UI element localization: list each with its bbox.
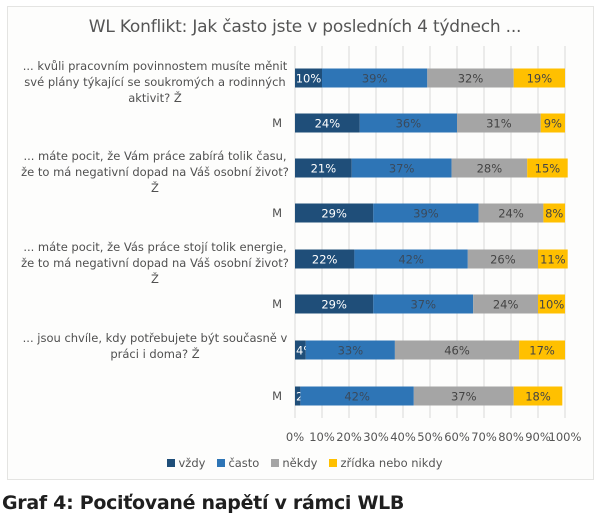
bar-segment <box>413 386 514 406</box>
data-label: 9% <box>544 117 562 131</box>
data-label: 32% <box>458 72 484 86</box>
bar-segment <box>351 158 452 178</box>
bar-segment <box>295 294 374 314</box>
category-label: M <box>272 389 282 403</box>
data-label: 17% <box>529 344 555 358</box>
category-label: ... kvůli pracovním povinnostem musíte m… <box>22 59 288 105</box>
bar-segment <box>295 113 360 133</box>
legend-label: někdy <box>282 456 318 470</box>
bar-segment <box>540 113 565 133</box>
legend-item: někdy <box>271 456 317 470</box>
legend: vždy často někdy zřídka nebo nikdy <box>0 456 610 470</box>
data-label: 24% <box>498 207 524 221</box>
x-tick-label: 30% <box>363 430 389 444</box>
category-label: M <box>272 116 282 130</box>
x-tick-label: 50% <box>417 430 443 444</box>
legend-item: zřídka nebo nikdy <box>329 456 443 470</box>
data-label: 26% <box>490 253 516 267</box>
legend-label: vždy <box>178 456 206 470</box>
data-label: 29% <box>321 298 347 312</box>
bar-segment <box>295 203 374 223</box>
bar-segment <box>354 249 468 269</box>
category-label: ... jsou chvíle, kdy potřebujete být sou… <box>22 331 288 361</box>
bar-segment <box>295 340 306 360</box>
category-label: ... máte pocit, že Vás práce stojí tolik… <box>21 240 289 286</box>
category-label: ... máte pocit, že Vám práce zabírá toli… <box>21 149 289 195</box>
bar-segment <box>451 158 528 178</box>
data-label: 39% <box>362 72 388 86</box>
x-tick-label: 0% <box>286 430 304 444</box>
legend-item: často <box>217 456 259 470</box>
data-label: 37% <box>451 390 477 404</box>
data-label: 31% <box>486 117 512 131</box>
data-label: 22% <box>312 253 338 267</box>
data-label: 36% <box>396 117 422 131</box>
x-tick-label: 80% <box>498 430 524 444</box>
x-tick-label: 70% <box>471 430 497 444</box>
bar-segment <box>513 68 565 88</box>
category-label: M <box>272 206 282 220</box>
bar-segment <box>359 113 457 133</box>
bar-segment <box>373 294 474 314</box>
x-tick-label: 60% <box>444 430 470 444</box>
bar-segment <box>527 158 568 178</box>
data-label: 8% <box>545 207 563 221</box>
data-label: 24% <box>493 298 519 312</box>
legend-label: často <box>228 456 260 470</box>
bar-segment <box>394 340 520 360</box>
legend-label: zřídka nebo nikdy <box>340 456 443 470</box>
x-tick-label: 20% <box>336 430 362 444</box>
bar-segment <box>295 386 301 406</box>
data-label: 37% <box>410 298 436 312</box>
data-label: 11% <box>540 253 566 267</box>
bar-segment <box>295 68 322 88</box>
bar-segment <box>427 68 514 88</box>
data-label: 29% <box>321 207 347 221</box>
data-label: 19% <box>527 72 553 86</box>
x-tick-label: 90% <box>525 430 551 444</box>
x-tick-label: 100% <box>549 430 582 444</box>
x-tick-label: 40% <box>390 430 416 444</box>
figure-caption: Graf 4: Pociťované napětí v rámci WLB <box>2 492 405 514</box>
bar-segment <box>295 158 352 178</box>
bar-segment <box>538 294 565 314</box>
legend-swatch <box>271 459 280 467</box>
data-label: 10% <box>539 298 565 312</box>
bar-segment <box>467 249 538 269</box>
data-label: 15% <box>535 162 561 176</box>
data-label: 28% <box>477 162 503 176</box>
bar-segment <box>373 203 479 223</box>
data-label: 18% <box>525 390 551 404</box>
category-label: M <box>272 297 282 311</box>
bar-segment <box>538 249 568 269</box>
legend-item: vždy <box>167 456 205 470</box>
data-label: 33% <box>338 344 364 358</box>
data-label: 39% <box>413 207 439 221</box>
data-label: 10% <box>296 72 322 86</box>
bar-segment <box>457 113 541 133</box>
legend-swatch <box>167 459 176 467</box>
legend-swatch <box>329 459 338 467</box>
bar-segment <box>519 340 565 360</box>
data-label: 42% <box>344 390 370 404</box>
bar-segment <box>513 386 563 406</box>
bar-segment <box>300 386 414 406</box>
data-label: 42% <box>398 253 424 267</box>
bar-segment <box>295 249 355 269</box>
x-tick-label: 10% <box>309 430 335 444</box>
bar-segment <box>322 68 428 88</box>
data-label: 46% <box>444 344 470 358</box>
data-label: 21% <box>311 162 337 176</box>
data-label: 24% <box>315 117 341 131</box>
bar-segment <box>478 203 544 223</box>
chart-title: WL Konflikt: Jak často jste v posledních… <box>88 17 522 37</box>
bar-segment <box>305 340 395 360</box>
bar-segment <box>473 294 538 314</box>
bar-segment <box>543 203 565 223</box>
legend-swatch <box>217 459 226 467</box>
data-label: 37% <box>389 162 415 176</box>
